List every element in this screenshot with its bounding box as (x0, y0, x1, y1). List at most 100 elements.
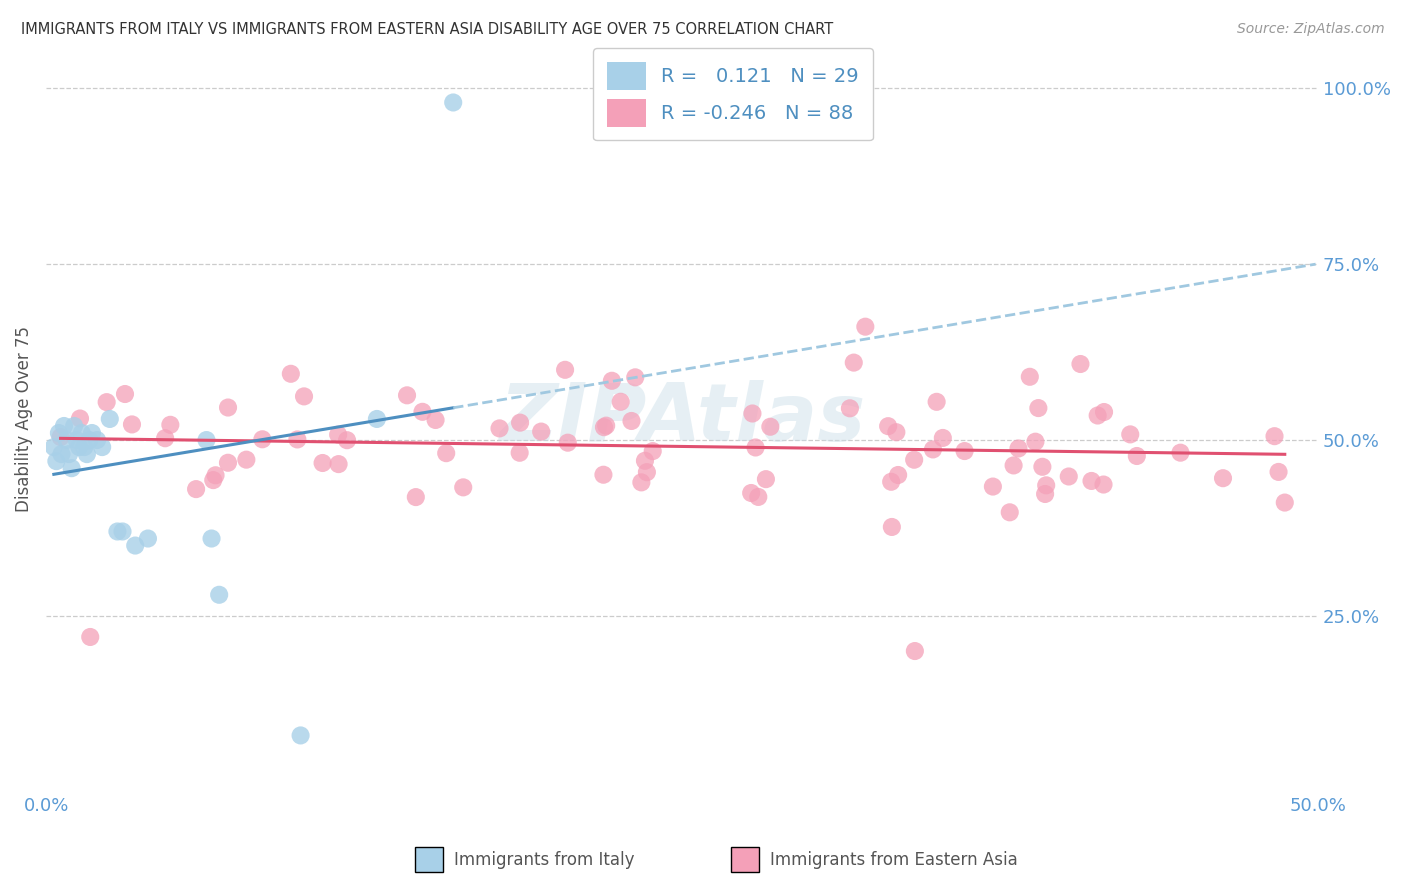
Point (217, 456, 239, 470)
Point (981, 479, 1004, 493)
Point (184, 482, 207, 496)
Point (405, 490, 427, 504)
Point (235, 452, 257, 467)
Point (634, 454, 657, 468)
Point (328, 427, 350, 442)
Point (842, 356, 865, 370)
Point (45, 454, 67, 468)
Point (80, 425, 103, 440)
Point (159, 417, 181, 432)
Point (1018, 369, 1040, 384)
Point (441, 95, 464, 110)
Point (530, 425, 553, 439)
Point (53, 419, 76, 434)
Point (69, 411, 91, 425)
Point (1087, 409, 1109, 423)
Point (1007, 442, 1029, 456)
Point (124, 539, 146, 553)
Point (1069, 357, 1091, 371)
Point (200, 532, 222, 546)
Point (932, 431, 955, 445)
Point (741, 407, 763, 421)
Point (252, 432, 274, 446)
Text: Immigrants from Eastern Asia: Immigrants from Eastern Asia (770, 851, 1018, 869)
Point (86, 433, 108, 447)
Point (1031, 459, 1053, 474)
Point (904, 644, 927, 658)
Point (887, 467, 910, 482)
Point (42, 440, 65, 454)
Point (66, 433, 89, 447)
Point (107, 524, 129, 539)
Text: Immigrants from Italy: Immigrants from Italy (454, 851, 634, 869)
Point (285, 433, 308, 447)
Point (1212, 471, 1234, 485)
Text: IMMIGRANTS FROM ITALY VS IMMIGRANTS FROM EASTERN ASIA DISABILITY AGE OVER 75 COR: IMMIGRANTS FROM ITALY VS IMMIGRANTS FROM… (21, 22, 834, 37)
Point (96, 395, 118, 409)
Point (136, 532, 159, 546)
Point (593, 420, 616, 434)
Point (636, 465, 658, 479)
Point (998, 505, 1021, 519)
Point (111, 524, 134, 539)
Point (55, 433, 77, 447)
Point (641, 444, 664, 458)
Point (366, 412, 388, 426)
Point (58, 447, 80, 461)
Point (204, 468, 226, 483)
Text: ZIPAtlas: ZIPAtlas (499, 380, 865, 458)
Point (620, 414, 643, 428)
Point (1057, 469, 1080, 483)
Point (509, 446, 531, 460)
Y-axis label: Disability Age Over 75: Disability Age Over 75 (15, 326, 32, 512)
Point (411, 405, 433, 419)
Point (396, 388, 419, 402)
Point (217, 401, 239, 415)
Point (1170, 445, 1192, 459)
Point (153, 431, 176, 445)
Point (98, 412, 121, 426)
Point (922, 442, 945, 457)
Point (903, 452, 925, 467)
Point (488, 421, 510, 435)
Point (630, 475, 652, 490)
Point (434, 446, 457, 460)
Point (554, 363, 576, 377)
Point (609, 394, 631, 409)
Point (600, 374, 623, 388)
Point (60, 461, 83, 475)
Point (49, 430, 72, 444)
Point (48, 425, 70, 440)
Point (280, 367, 302, 381)
Point (425, 413, 447, 427)
Point (925, 394, 948, 409)
Point (1033, 487, 1056, 501)
Point (1267, 465, 1289, 479)
Point (114, 387, 136, 401)
Point (1035, 478, 1057, 492)
Point (70, 425, 93, 440)
Point (1028, 401, 1050, 415)
Point (1024, 434, 1046, 449)
Point (336, 433, 359, 447)
Point (79, 433, 101, 447)
Point (595, 418, 617, 433)
Point (740, 486, 762, 500)
Point (451, 480, 474, 494)
Point (76, 447, 98, 461)
Point (73, 440, 96, 454)
Legend: R =   0.121   N = 29, R = -0.246   N = 88: R = 0.121 N = 29, R = -0.246 N = 88 (593, 48, 873, 140)
Point (953, 444, 976, 458)
Point (79, 630, 101, 644)
Point (1092, 477, 1115, 491)
Point (880, 475, 903, 489)
Point (292, 389, 315, 403)
Point (759, 419, 782, 434)
Point (509, 416, 531, 430)
Point (311, 456, 333, 470)
Point (121, 417, 143, 432)
Point (853, 319, 876, 334)
Point (877, 419, 900, 434)
Point (1263, 429, 1285, 443)
Text: Source: ZipAtlas.com: Source: ZipAtlas.com (1237, 22, 1385, 37)
